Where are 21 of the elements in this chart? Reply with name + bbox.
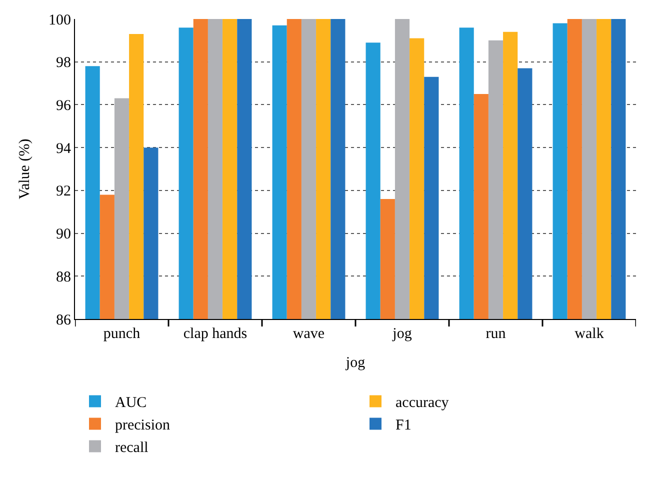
x-tick-label: walk <box>574 326 604 342</box>
x-tick-label: punch <box>103 326 141 342</box>
legend-label: recall <box>115 440 148 456</box>
x-tick-label: clap hands <box>183 326 248 342</box>
legend-label: AUC <box>115 395 147 412</box>
legend-label: accuracy <box>396 395 450 412</box>
x-tick-label: run <box>486 326 506 342</box>
y-tick-label: 86 <box>56 312 72 328</box>
y-tick-label: 94 <box>56 140 72 157</box>
y-tick-label: 90 <box>56 226 71 243</box>
y-tick-label: 96 <box>56 98 72 114</box>
legend-label: precision <box>115 418 170 434</box>
y-tick-label: 98 <box>56 55 71 72</box>
y-tick-label: 92 <box>56 184 71 200</box>
x-tick-label: wave <box>292 326 325 342</box>
legend-label: F1 <box>396 418 412 434</box>
x-tick-label: jog <box>392 326 412 342</box>
y-tick-label: 100 <box>48 12 71 28</box>
y-axis-title: Value (%) <box>16 138 33 200</box>
y-tick-label: 88 <box>56 269 71 286</box>
x-axis-title: jog <box>344 355 366 371</box>
